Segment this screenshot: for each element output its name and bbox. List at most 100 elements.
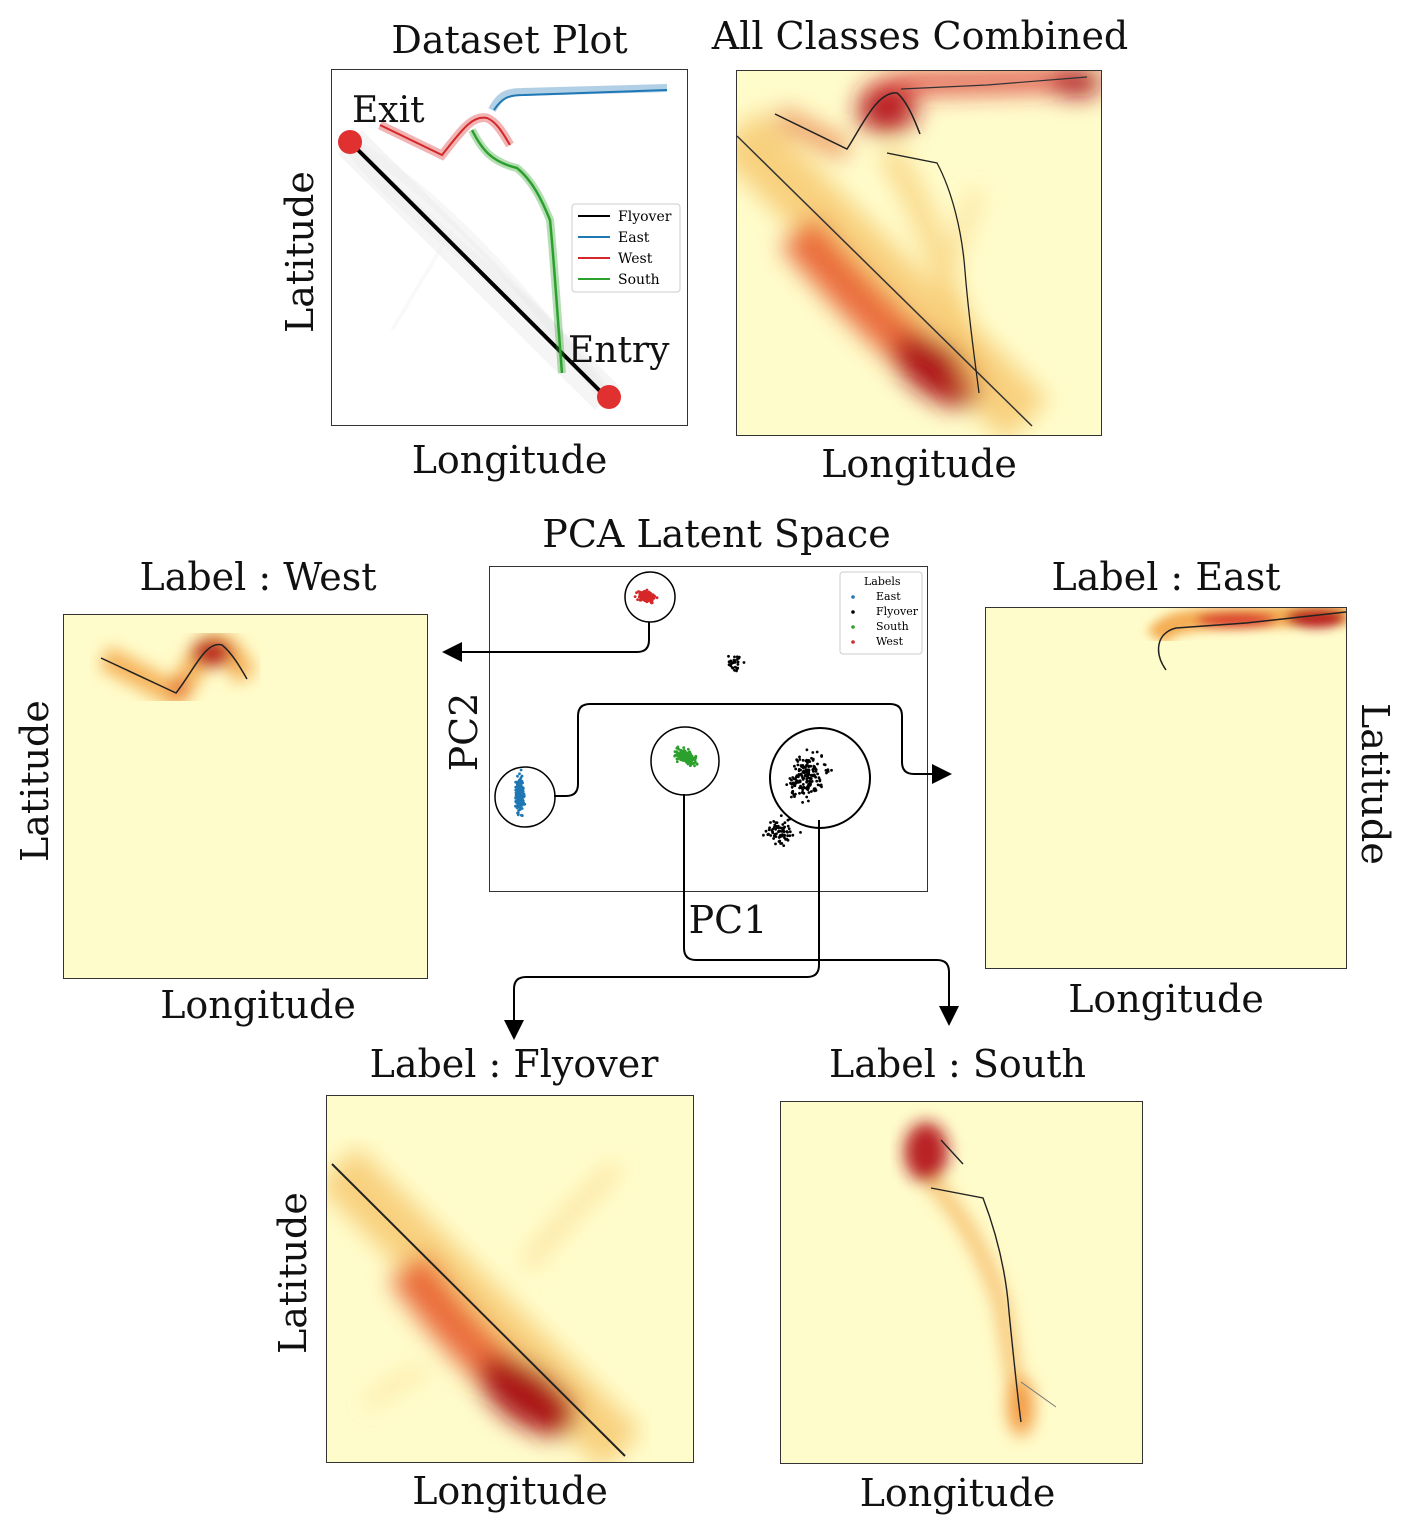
flyover-point	[777, 830, 780, 834]
east-point	[520, 803, 524, 807]
flyover-point	[794, 767, 798, 771]
south-point	[682, 746, 686, 750]
west-point	[635, 591, 638, 595]
west-point	[633, 595, 637, 598]
flyover-point	[801, 801, 804, 804]
east-trajectories	[488, 84, 668, 112]
flyover-point	[732, 658, 736, 662]
flyover-point	[825, 771, 828, 775]
pca-legend-east: East	[876, 590, 901, 603]
south-xlabel: Longitude	[859, 1471, 1056, 1515]
flyover-point	[791, 833, 795, 837]
south-point	[691, 757, 695, 761]
pca-title: PCA Latent Space	[542, 512, 891, 556]
flyover-point	[810, 780, 814, 783]
flyover-point	[737, 655, 741, 659]
flyover-point	[797, 768, 801, 771]
flyover-point	[786, 824, 790, 828]
combined-xlabel: Longitude	[821, 442, 1017, 486]
flyover-point	[799, 772, 803, 776]
south-point	[686, 747, 690, 751]
south-point	[673, 754, 676, 758]
east-point	[514, 785, 518, 789]
flyover-point	[798, 786, 801, 790]
flyover-point	[820, 785, 823, 789]
flyover-point	[742, 661, 746, 664]
exit-label: Exit	[352, 90, 425, 131]
flyover-point	[775, 832, 778, 836]
flyover-point	[790, 795, 793, 799]
flyover-point	[804, 773, 807, 777]
east-point	[517, 784, 520, 787]
south-point	[678, 752, 682, 756]
flyover-point	[794, 792, 797, 796]
west-point	[640, 594, 643, 598]
flyover-title: Label : Flyover	[369, 1042, 659, 1086]
flyover-point	[801, 758, 805, 762]
flyover-point	[788, 834, 792, 838]
dataset-legend: Flyover East West South	[571, 203, 681, 293]
flyover-point	[801, 783, 805, 786]
west-title: Label : West	[139, 555, 377, 599]
flyover-point	[774, 842, 777, 846]
flyover-point	[824, 769, 828, 772]
south-point	[684, 753, 688, 757]
flyover-point	[775, 821, 779, 824]
dataset-plot-title: Dataset Plot	[391, 18, 628, 62]
flyover-point	[732, 661, 735, 665]
flyover-point	[767, 828, 771, 832]
flyover-point	[805, 795, 809, 799]
flyover-point	[795, 781, 798, 785]
flyover-point	[790, 791, 794, 795]
flyover-point	[809, 773, 813, 777]
flyover-point	[729, 662, 733, 666]
flyover-point	[830, 768, 833, 772]
flyover-point	[808, 782, 812, 786]
pca-legend: Labels East Flyover South West	[839, 571, 923, 655]
legend-west: West	[618, 251, 653, 267]
flyover-heatmap	[326, 1095, 694, 1463]
flyover-point	[781, 833, 784, 836]
combined-title: All Classes Combined	[711, 14, 1129, 58]
flyover-point	[816, 762, 819, 766]
flyover-point	[814, 769, 818, 773]
flyover-point	[814, 789, 818, 792]
east-ylabel: Latitude	[1353, 703, 1397, 865]
east-point	[518, 772, 521, 776]
south-trajectories	[468, 128, 566, 374]
flyover-point	[786, 830, 789, 834]
flyover-point	[805, 787, 809, 791]
south-point	[675, 746, 679, 750]
entry-label: Entry	[568, 330, 670, 371]
flyover-point	[791, 781, 795, 785]
legend-flyover: Flyover	[618, 209, 672, 225]
south-point	[673, 750, 677, 753]
exit-marker	[338, 130, 362, 154]
east-point	[518, 803, 522, 806]
flyover-point	[772, 837, 775, 840]
flyover-point	[815, 750, 819, 754]
flyover-point	[796, 760, 800, 763]
flyover-point	[822, 763, 826, 766]
east-heatmap	[985, 607, 1347, 969]
flyover-point	[805, 780, 808, 784]
south-point	[687, 758, 690, 762]
flyover-point	[820, 755, 823, 758]
south-point	[681, 751, 685, 755]
dataset-plot-xlabel: Longitude	[411, 438, 608, 482]
east-point	[518, 808, 522, 811]
south-heatmap	[780, 1101, 1143, 1464]
flyover-point	[772, 820, 776, 823]
flyover-point	[808, 779, 811, 783]
west-point	[648, 596, 652, 599]
west-point	[642, 594, 646, 597]
south-point	[683, 759, 686, 762]
flyover-point	[806, 774, 810, 777]
west-xlabel: Longitude	[160, 983, 356, 1027]
south-point	[675, 760, 679, 764]
west-point	[649, 601, 653, 604]
flyover-point	[804, 765, 808, 768]
flyover-point	[796, 763, 800, 767]
west-point	[651, 595, 654, 599]
